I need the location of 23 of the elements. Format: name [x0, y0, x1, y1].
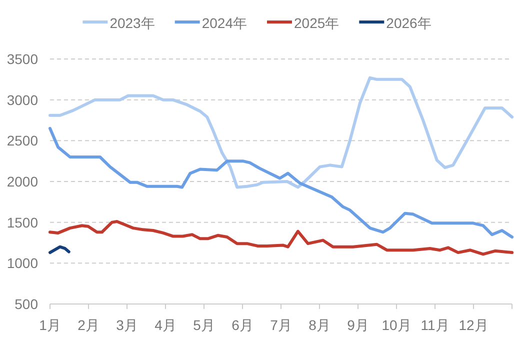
x-tick-label: 9月 — [347, 317, 369, 333]
x-tick-label: 1月 — [39, 317, 61, 333]
x-tick-label: 7月 — [270, 317, 292, 333]
legend-label: 2023年 — [110, 15, 155, 31]
y-tick-label: 2500 — [6, 132, 38, 149]
y-tick-label: 1500 — [6, 214, 38, 230]
legend-label: 2025年 — [294, 15, 340, 31]
y-tick-label: 3000 — [6, 92, 38, 108]
legend-label: 2026年 — [386, 15, 432, 31]
x-tick-label: 10月 — [382, 317, 412, 333]
x-tick-label: 11月 — [420, 317, 450, 333]
x-tick-label: 3月 — [116, 317, 138, 333]
x-tick-label: 8月 — [308, 317, 330, 333]
x-tick-label: 6月 — [232, 317, 254, 333]
legend-label: 2024年 — [202, 15, 247, 31]
x-tick-label: 4月 — [154, 317, 176, 333]
x-tick-label: 12月 — [458, 317, 488, 333]
x-tick-label: 2月 — [78, 317, 100, 333]
y-tick-label: 500 — [14, 296, 38, 312]
y-tick-label: 2000 — [6, 174, 38, 190]
x-tick-label: 5月 — [193, 317, 215, 333]
y-tick-label: 1000 — [6, 255, 38, 272]
y-tick-label: 3500 — [6, 51, 38, 67]
